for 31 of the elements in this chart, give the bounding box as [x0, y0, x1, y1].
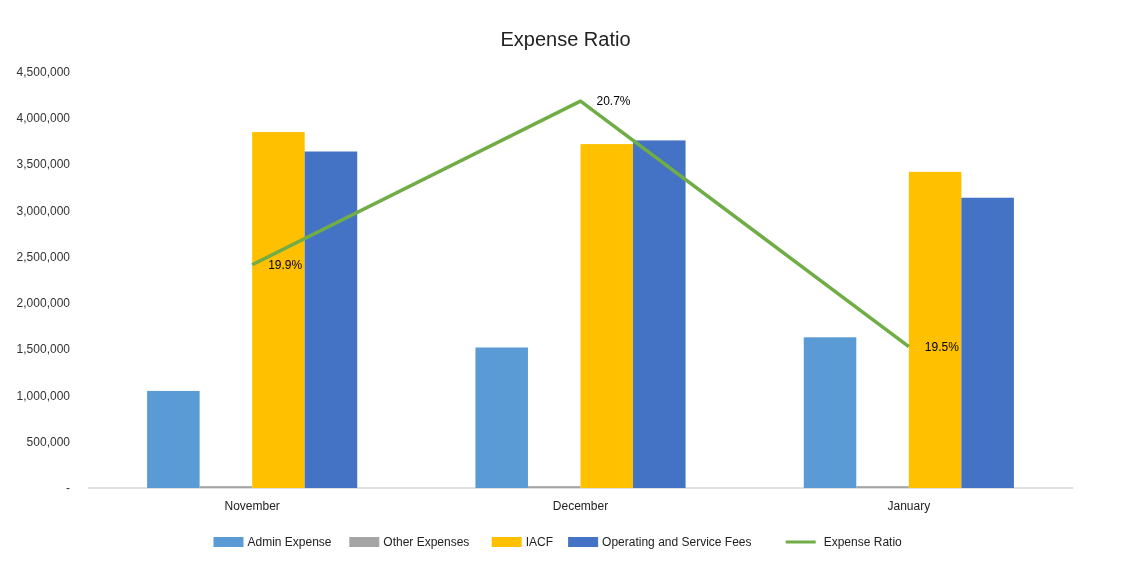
bar	[147, 390, 200, 488]
y-tick-label: 500,000	[26, 434, 71, 449]
x-tick-label: January	[887, 499, 931, 513]
y-tick-label: 4,500,000	[16, 65, 71, 79]
bar	[580, 144, 634, 488]
bar	[908, 171, 962, 488]
y-tick-label: 2,500,000	[16, 249, 71, 264]
legend-label: Operating and Service Fees	[602, 535, 752, 549]
bar	[633, 140, 686, 488]
legend-label: IACF	[525, 535, 554, 549]
bar	[961, 197, 1014, 488]
legend-label: Expense Ratio	[823, 535, 903, 549]
y-tick-label: 1,500,000	[16, 342, 71, 357]
y-tick-label: 1,000,000	[16, 388, 71, 403]
data-label: 19.9%	[268, 257, 303, 272]
data-label: 19.5%	[924, 339, 960, 354]
y-tick-label: 4,000,000	[16, 111, 71, 126]
chart-title: Expense Ratio	[500, 28, 631, 50]
y-tick-label: -	[66, 481, 70, 495]
legend-label: Admin Expense	[247, 535, 332, 549]
x-tick-label: December	[552, 499, 609, 513]
y-tick-label: 2,000,000	[16, 296, 71, 311]
y-tick-label: 3,500,000	[16, 157, 71, 172]
bar	[475, 347, 528, 488]
x-tick-label: November	[224, 499, 280, 513]
bar	[803, 337, 857, 488]
y-tick-label: 3,000,000	[16, 203, 71, 218]
legend-label: Other Expenses	[383, 535, 470, 549]
data-label: 20.7%	[596, 94, 631, 109]
bar	[304, 151, 358, 488]
bar	[252, 132, 305, 488]
